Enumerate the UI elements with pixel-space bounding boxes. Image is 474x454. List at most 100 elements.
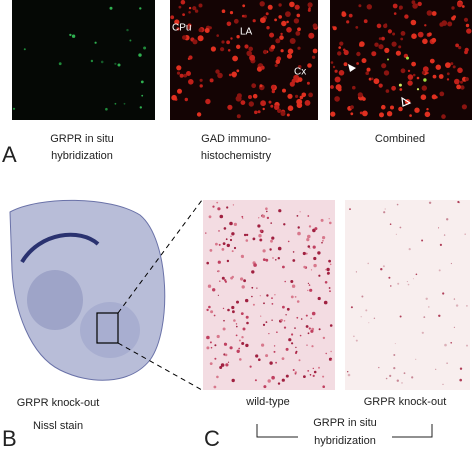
cell — [384, 47, 390, 54]
cell — [100, 60, 104, 64]
cell — [379, 112, 384, 118]
cell — [306, 81, 310, 85]
cell — [321, 241, 323, 244]
cell — [398, 106, 403, 112]
cell — [170, 15, 175, 20]
cell — [311, 311, 316, 316]
cell — [415, 273, 418, 276]
cell — [279, 35, 284, 40]
cell — [140, 80, 144, 84]
cell — [248, 101, 254, 107]
cell — [243, 233, 247, 237]
cell — [306, 238, 310, 242]
cell — [446, 362, 448, 364]
cell — [249, 365, 252, 368]
cell — [441, 114, 446, 119]
cell — [378, 37, 382, 40]
cell — [258, 358, 261, 362]
cell — [360, 316, 362, 318]
cell — [292, 259, 296, 262]
cell — [259, 238, 262, 242]
cell — [313, 370, 317, 374]
cell — [399, 226, 402, 229]
cell — [227, 49, 231, 52]
cell — [390, 285, 392, 287]
cell — [233, 18, 239, 24]
cell — [275, 59, 281, 64]
cell — [243, 279, 247, 283]
cell — [90, 59, 94, 63]
cell — [452, 65, 456, 69]
cell — [412, 73, 416, 77]
cell — [265, 321, 268, 323]
cell — [192, 39, 198, 45]
cell — [282, 265, 285, 269]
cell — [291, 284, 296, 288]
cell — [176, 65, 182, 71]
cell — [329, 358, 332, 360]
cell — [226, 40, 231, 45]
cell — [220, 363, 225, 367]
cell — [182, 13, 186, 16]
cell — [347, 371, 349, 373]
cell — [222, 242, 226, 246]
inset-box — [96, 312, 119, 344]
cell — [209, 249, 213, 252]
cell — [303, 265, 306, 269]
cell — [359, 41, 365, 47]
cell — [387, 58, 389, 61]
arrow-filled — [348, 64, 356, 72]
cell — [322, 385, 326, 389]
cell — [219, 214, 224, 219]
cell — [332, 26, 337, 31]
cell — [272, 257, 274, 259]
cell — [179, 73, 184, 78]
cell — [384, 208, 386, 210]
cell — [188, 11, 191, 14]
cell — [214, 357, 217, 360]
cell — [176, 71, 181, 75]
cell — [289, 1, 295, 8]
cell — [215, 242, 218, 246]
cell — [464, 77, 469, 82]
cell — [206, 335, 210, 340]
cell — [268, 100, 272, 104]
cell — [259, 229, 263, 233]
brain-structure — [20, 232, 100, 264]
cell — [285, 347, 289, 351]
cell — [233, 319, 236, 322]
cell — [378, 44, 384, 50]
cell — [337, 51, 342, 56]
cell — [370, 77, 374, 81]
cell — [271, 375, 275, 380]
cell — [267, 379, 271, 383]
cell — [278, 15, 283, 19]
cell — [222, 307, 225, 310]
cell — [346, 20, 350, 24]
cell — [348, 13, 353, 18]
cell — [221, 276, 225, 280]
cell — [291, 342, 294, 345]
cell — [428, 201, 432, 204]
cell — [223, 227, 227, 230]
cell — [439, 91, 445, 97]
cell — [238, 347, 241, 350]
cell — [58, 62, 62, 66]
cell — [194, 9, 199, 13]
cell — [329, 290, 331, 293]
cell — [262, 249, 266, 253]
cell — [277, 257, 280, 260]
cell — [291, 333, 294, 336]
caption: Nissl stain — [33, 420, 83, 432]
cell — [367, 262, 370, 265]
image-signal — [205, 201, 333, 389]
cell — [298, 359, 301, 362]
cell — [307, 2, 313, 8]
cell — [376, 23, 382, 29]
cell — [420, 94, 427, 100]
cell — [450, 342, 453, 344]
cell — [457, 1, 463, 8]
cell — [296, 300, 300, 303]
cell — [393, 354, 396, 356]
cell — [407, 69, 411, 73]
